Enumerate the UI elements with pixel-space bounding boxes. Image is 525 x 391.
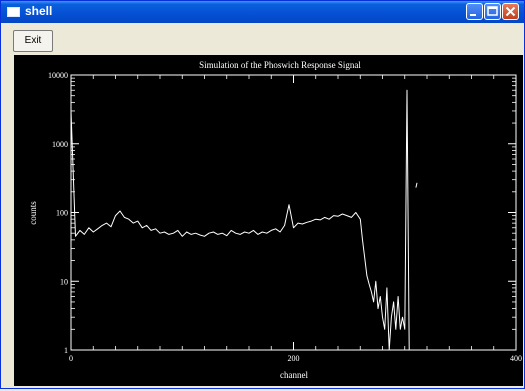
exit-button[interactable]: Exit	[13, 30, 53, 52]
y-tick-label: 10	[60, 277, 68, 286]
maximize-button[interactable]	[484, 3, 501, 20]
window-title: shell	[25, 4, 53, 18]
y-tick-label: 100	[56, 209, 68, 218]
x-tick-label: 0	[69, 354, 73, 363]
close-button[interactable]	[502, 3, 519, 20]
series-line-2	[415, 182, 418, 188]
x-tick-label: 400	[510, 354, 522, 363]
window-icon	[7, 7, 20, 17]
plot-frame	[70, 74, 517, 351]
series-line-1	[70, 89, 410, 351]
x-tick-label: 200	[288, 354, 300, 363]
toolbar: Exit	[5, 25, 520, 53]
minimize-button[interactable]	[466, 3, 483, 20]
x-axis-label: channel	[280, 370, 308, 380]
close-icon	[505, 6, 516, 17]
minimize-icon	[470, 14, 476, 16]
plot-area: Simulation of the Phoswich Response Sign…	[14, 55, 523, 386]
title-bar[interactable]: shell	[1, 1, 524, 23]
chart: Simulation of the Phoswich Response Sign…	[28, 60, 522, 380]
y-tick-label: 1000	[52, 140, 68, 149]
y-tick-label: 1	[64, 346, 68, 355]
maximize-icon	[487, 6, 498, 16]
y-tick-label: 10000	[48, 71, 68, 80]
chart-title: Simulation of the Phoswich Response Sign…	[199, 60, 361, 70]
y-axis-label: counts	[28, 201, 38, 225]
